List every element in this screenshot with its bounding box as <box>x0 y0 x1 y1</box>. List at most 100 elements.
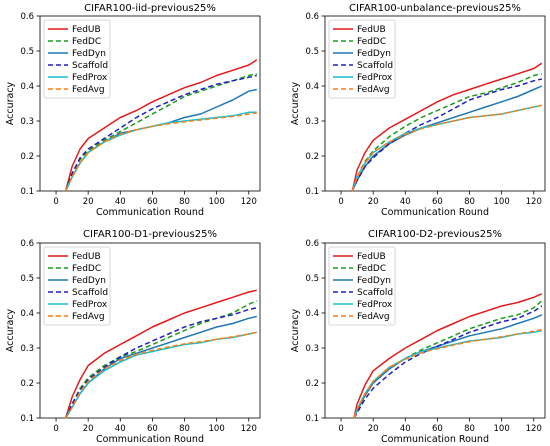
legend-label: FedAvg <box>357 312 390 322</box>
x-tick-label: 40 <box>115 424 126 434</box>
series-lines <box>353 293 543 419</box>
series-line-fedavg <box>65 331 257 419</box>
x-axis: 0 20 40 60 80 100 120 <box>338 418 542 434</box>
series-line-fedub <box>353 293 543 419</box>
x-tick-label: 60 <box>432 197 443 207</box>
x-tick-label: 40 <box>400 197 411 207</box>
legend-frame <box>43 246 111 326</box>
x-tick-label: 60 <box>432 424 443 434</box>
series-line-fedprox <box>65 331 257 419</box>
series-line-fedub <box>64 289 257 419</box>
y-axis: 0.1 0.2 0.3 0.4 0.5 0.6 <box>305 239 325 424</box>
legend-label: Scaffold <box>357 288 393 298</box>
y-tick-label: 0.4 <box>305 82 319 92</box>
series-line-fedprox <box>65 111 257 192</box>
x-axis-label: Communication Round <box>381 434 489 445</box>
legend: FedUB FedDC FedDyn Scaffold FedProx FedAvg <box>328 246 396 326</box>
x-tick-label: 0 <box>338 197 343 207</box>
series-line-scaffold <box>353 305 543 419</box>
y-tick-label: 0.1 <box>20 414 34 424</box>
x-axis: 0 20 40 60 80 100 120 <box>338 191 542 207</box>
legend-frame <box>328 19 396 99</box>
legend-label: Scaffold <box>72 288 108 298</box>
legend-label: FedDyn <box>72 276 106 286</box>
x-tick-label: 120 <box>526 197 542 207</box>
legend: FedUB FedDC FedDyn Scaffold FedProx FedAvg <box>328 19 396 99</box>
chart-title: CIFAR100-iid-previous25% <box>84 3 216 14</box>
y-tick-label: 0.2 <box>20 379 34 389</box>
legend-label: FedDC <box>72 37 101 47</box>
x-tick-label: 20 <box>368 424 379 434</box>
series-line-fedub <box>64 59 258 192</box>
y-tick-label: 0.1 <box>305 414 319 424</box>
y-tick-label: 0.5 <box>305 47 319 57</box>
series-line-fedub <box>351 62 543 192</box>
series-line-fedavg <box>351 104 542 192</box>
x-axis: 0 20 40 60 80 100 120 <box>53 418 257 434</box>
x-tick-label: 120 <box>241 424 257 434</box>
y-tick-label: 0.4 <box>20 82 34 92</box>
y-tick-label: 0.4 <box>20 309 34 319</box>
y-tick-label: 0.1 <box>20 187 34 197</box>
x-tick-label: 80 <box>179 197 190 207</box>
x-tick-label: 80 <box>464 424 475 434</box>
legend-label: FedDyn <box>357 49 391 59</box>
legend-label: Scaffold <box>357 61 393 71</box>
y-tick-label: 0.5 <box>20 274 34 284</box>
legend-label: FedDC <box>72 264 101 274</box>
legend-label: FedUB <box>357 252 386 262</box>
legend-label: FedAvg <box>357 85 390 95</box>
plot-frame <box>39 15 261 192</box>
y-tick-label: 0.6 <box>20 12 34 22</box>
y-tick-label: 0.2 <box>305 152 319 162</box>
y-axis: 0.1 0.2 0.3 0.4 0.5 0.6 <box>20 12 40 197</box>
x-axis-label: Communication Round <box>381 207 489 218</box>
x-tick-label: 60 <box>147 424 158 434</box>
x-axis-label: Communication Round <box>96 207 204 218</box>
series-line-feddyn <box>351 85 543 192</box>
y-tick-label: 0.4 <box>305 309 319 319</box>
legend-label: FedDC <box>357 37 386 47</box>
legend-label: Scaffold <box>72 61 108 71</box>
y-tick-label: 0.3 <box>20 117 34 127</box>
plot-frame <box>39 242 261 419</box>
legend-label: FedProx <box>72 300 108 310</box>
x-tick-label: 60 <box>147 197 158 207</box>
series-line-fedavg <box>65 112 257 192</box>
legend-label: FedProx <box>357 300 393 310</box>
y-tick-label: 0.3 <box>305 117 319 127</box>
x-tick-label: 120 <box>526 424 542 434</box>
series-line-feddc <box>351 73 542 192</box>
y-tick-label: 0.6 <box>20 239 34 249</box>
series-lines <box>64 289 258 419</box>
legend-label: FedProx <box>72 73 108 83</box>
x-axis-label: Communication Round <box>96 434 204 445</box>
legend-label: FedAvg <box>72 85 105 95</box>
y-tick-label: 0.6 <box>305 239 319 249</box>
plot-frame <box>324 15 546 192</box>
x-tick-label: 20 <box>368 197 379 207</box>
legend-frame <box>328 246 396 326</box>
y-axis-label: Accuracy <box>5 308 16 352</box>
legend: FedUB FedDC FedDyn Scaffold FedProx FedAvg <box>43 19 111 99</box>
y-tick-label: 0.2 <box>20 152 34 162</box>
y-tick-label: 0.6 <box>305 12 319 22</box>
x-tick-label: 80 <box>464 197 475 207</box>
series-line-feddyn <box>353 314 543 419</box>
legend-frame <box>43 19 111 99</box>
chart-title: CIFAR100-unbalance-previous25% <box>349 3 521 14</box>
x-tick-label: 100 <box>209 424 225 434</box>
chart-panel-unbalance: CIFAR100-unbalance-previous25% 0 20 40 60 80… <box>290 3 546 218</box>
legend-label: FedDyn <box>72 49 106 59</box>
x-tick-label: 80 <box>179 424 190 434</box>
x-tick-label: 40 <box>115 197 126 207</box>
x-axis: 0 20 40 60 80 100 120 <box>53 191 257 207</box>
x-tick-label: 0 <box>53 424 58 434</box>
series-line-feddyn <box>65 88 257 192</box>
series-line-feddyn <box>65 315 257 419</box>
x-tick-label: 0 <box>53 197 58 207</box>
legend-label: FedProx <box>357 73 393 83</box>
y-tick-label: 0.5 <box>305 274 319 284</box>
y-axis: 0.1 0.2 0.3 0.4 0.5 0.6 <box>305 12 325 197</box>
